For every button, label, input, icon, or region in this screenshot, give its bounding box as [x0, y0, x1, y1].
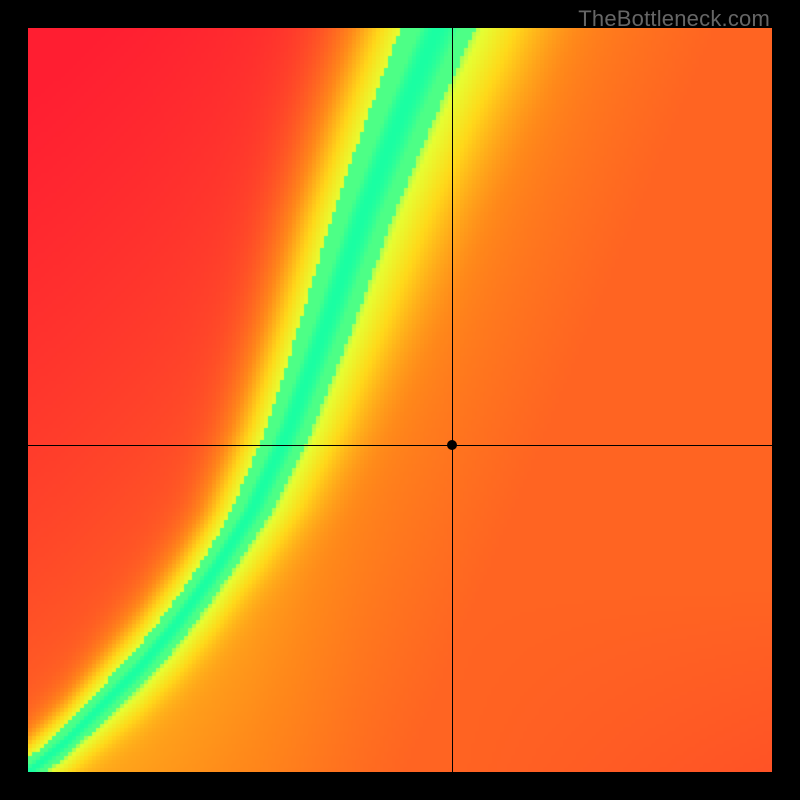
crosshair-horizontal: [28, 445, 772, 446]
heatmap-plot-area: [28, 28, 772, 772]
heatmap-canvas: [28, 28, 772, 772]
watermark-text: TheBottleneck.com: [578, 6, 770, 32]
marker-dot: [447, 440, 457, 450]
crosshair-vertical: [452, 28, 453, 772]
